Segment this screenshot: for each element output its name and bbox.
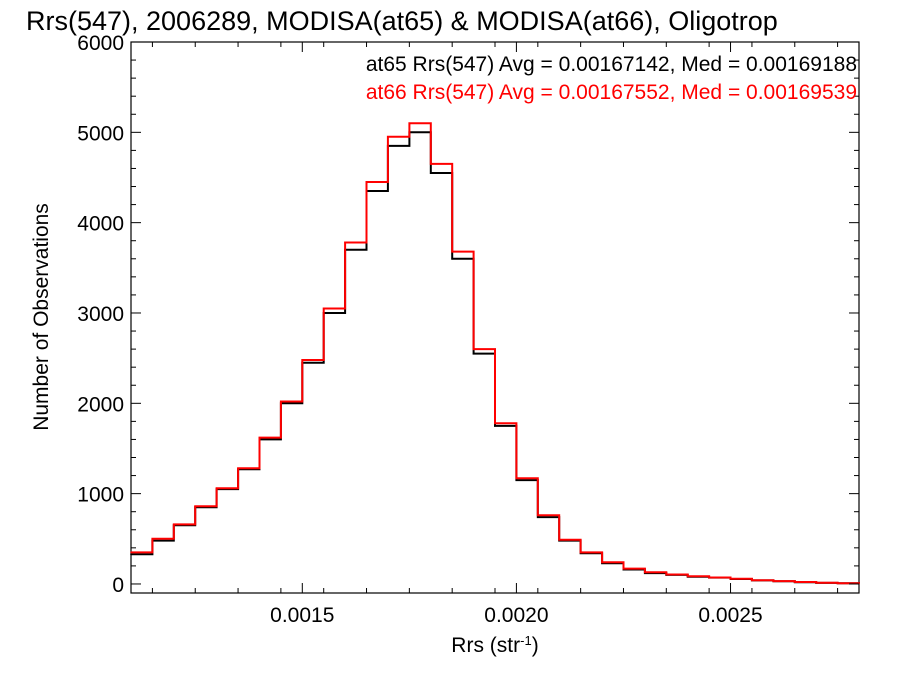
data-point-at66 [472, 348, 475, 350]
data-point-at66 [815, 581, 817, 584]
data-point-at66 [751, 579, 753, 581]
series-group [130, 122, 860, 585]
legend-entry-at65: at65 Rrs(547) Avg = 0.00167142, Med = 0.… [366, 53, 857, 76]
y-tick-label: 5000 [77, 122, 124, 145]
data-point-at65 [537, 516, 539, 518]
x-axis-title-suffix: ) [532, 634, 539, 657]
y-tick-label: 1000 [77, 484, 124, 507]
data-point-at66 [408, 122, 411, 125]
data-point-at65 [515, 479, 518, 481]
data-point-at66 [173, 523, 175, 526]
x-axis-title: Rrs (str-1) [451, 633, 538, 658]
data-point-at66 [387, 136, 389, 138]
plot-area [130, 41, 860, 594]
data-point-at66 [665, 573, 668, 576]
data-point-at66 [344, 241, 346, 244]
legend-entry-at66: at66 Rrs(547) Avg = 0.00167552, Med = 0.… [366, 81, 857, 104]
y-tick-label: 6000 [77, 32, 124, 55]
x-tick-label: 0.0025 [698, 604, 762, 627]
data-point-at66 [601, 561, 603, 564]
data-point-at66 [622, 567, 625, 570]
data-point-at66 [194, 505, 197, 508]
y-axis: 0 1000 2000 3000 4000 5000 6000 [77, 32, 859, 597]
x-axis-title-superscript: -1 [520, 633, 532, 648]
series-line-at66 [131, 122, 860, 585]
data-point-at66 [280, 400, 282, 403]
data-point-at65 [130, 553, 132, 555]
data-point-at66 [494, 422, 496, 424]
data-point-at66 [644, 571, 646, 574]
data-point-at66 [151, 538, 154, 540]
plot-frame [130, 41, 860, 594]
data-point-at66 [686, 575, 689, 578]
data-point-at66 [772, 580, 775, 582]
data-point-at66 [729, 577, 732, 580]
x-tick-label: 0.0020 [484, 604, 548, 627]
data-point-at66 [322, 307, 325, 310]
data-point-at66 [836, 582, 839, 584]
data-point-at66 [365, 181, 368, 183]
data-point-at65 [494, 425, 496, 427]
data-point-at66 [215, 487, 218, 490]
data-point-at66 [130, 551, 132, 554]
data-point-at66 [451, 250, 453, 253]
y-tick-label: 3000 [77, 303, 124, 326]
chart-title: Rrs(547), 2006289, MODISA(at65) & MODISA… [26, 6, 778, 36]
y-axis-title: Number of Observations [30, 203, 53, 431]
data-point-at66 [515, 477, 518, 480]
data-point-at65 [451, 257, 453, 260]
y-tick-label: 4000 [77, 213, 124, 236]
y-tick-label: 0 [112, 574, 124, 597]
data-point-at65 [429, 172, 432, 174]
x-tick-label: 0.0015 [270, 604, 334, 627]
data-point-at66 [429, 163, 432, 165]
x-axis-title-text: Rrs (str [451, 634, 520, 657]
data-point-at66 [301, 359, 304, 361]
x-axis: 0.0015 0.0020 0.0025 [151, 42, 839, 627]
legend: at65 Rrs(547) Avg = 0.00167142, Med = 0.… [366, 53, 857, 104]
data-point-at66 [237, 467, 239, 470]
data-point-at66 [708, 576, 710, 579]
y-tick-label: 2000 [77, 393, 124, 416]
data-point-at66 [793, 581, 796, 583]
data-point-at65 [472, 352, 475, 355]
data-point-at66 [258, 436, 261, 439]
data-point-at66 [537, 514, 539, 517]
data-point-at66 [579, 551, 582, 554]
data-point-at66 [558, 538, 561, 541]
